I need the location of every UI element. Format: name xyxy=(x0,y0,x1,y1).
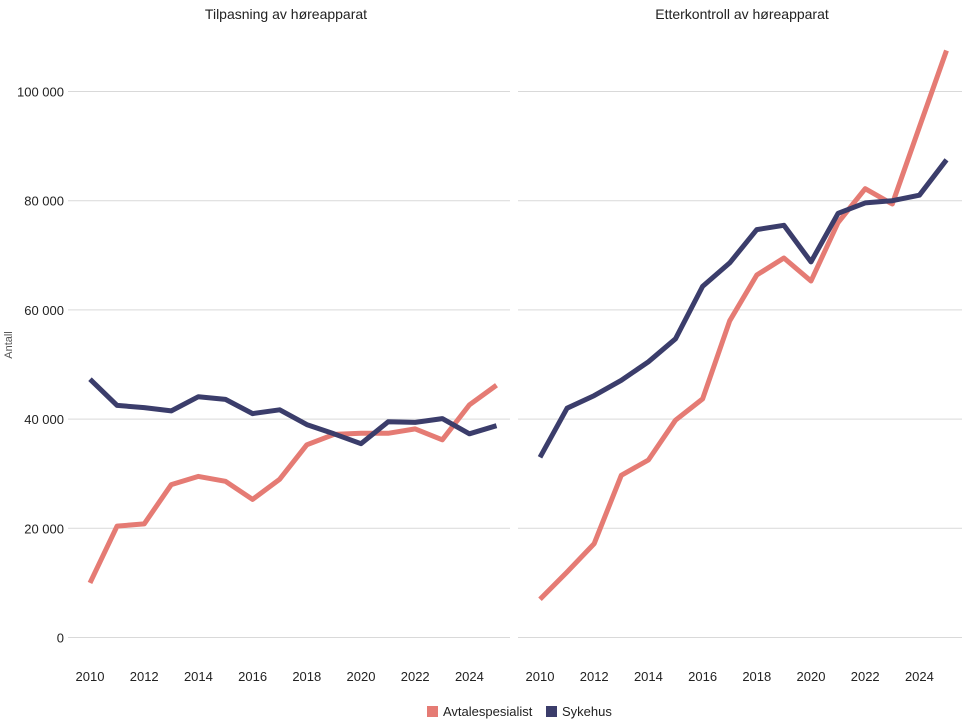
panel-1: Tilpasning av høreapparat 0 20 000 40 000 60… xyxy=(3,6,510,684)
series-line-avtalespesialist xyxy=(87,383,498,584)
x-tick-label: 2018 xyxy=(292,669,321,684)
x-tick-label: 2012 xyxy=(580,669,609,684)
x-tick-label: 2024 xyxy=(905,669,934,684)
panel-title: Tilpasning av høreapparat xyxy=(205,6,367,22)
x-tick-label: 2014 xyxy=(634,669,663,684)
y-tick-label: 80 000 xyxy=(24,194,64,209)
legend-label: Sykehus xyxy=(562,704,612,719)
panel-title: Etterkontroll av høreapparat xyxy=(655,6,829,22)
legend-item-avtalespesialist: Avtalespesialist xyxy=(427,704,533,719)
series-line-avtalespesialist xyxy=(538,49,949,602)
legend-swatch xyxy=(546,706,557,717)
panel-2: Etterkontroll av høreapparat 2010 2012 2014… xyxy=(518,6,962,684)
legend: Avtalespesialist Sykehus xyxy=(427,704,612,719)
x-tick-label: 2020 xyxy=(347,669,376,684)
y-tick-label: 0 xyxy=(57,631,64,646)
x-tick-label: 2010 xyxy=(526,669,555,684)
x-tick-label: 2012 xyxy=(130,669,159,684)
legend-item-sykehus: Sykehus xyxy=(546,704,612,719)
legend-swatch xyxy=(427,706,438,717)
x-tick-label: 2016 xyxy=(238,669,267,684)
x-tick-label: 2020 xyxy=(797,669,826,684)
y-tick-label: 40 000 xyxy=(24,412,64,427)
x-tick-label: 2014 xyxy=(184,669,213,684)
y-tick-label: 60 000 xyxy=(24,303,64,318)
x-tick-label: 2022 xyxy=(401,669,430,684)
y-tick-label: 20 000 xyxy=(24,521,64,536)
legend-label: Avtalespesialist xyxy=(443,704,533,719)
y-tick-label: 100 000 xyxy=(17,85,64,100)
x-tick-label: 2016 xyxy=(688,669,717,684)
series-line-sykehus xyxy=(88,377,498,447)
x-tick-label: 2024 xyxy=(455,669,484,684)
x-tick-label: 2022 xyxy=(851,669,880,684)
x-tick-label: 2018 xyxy=(742,669,771,684)
series-line-sykehus xyxy=(537,158,949,459)
y-axis-label: Antall xyxy=(3,331,15,359)
x-tick-label: 2010 xyxy=(76,669,105,684)
